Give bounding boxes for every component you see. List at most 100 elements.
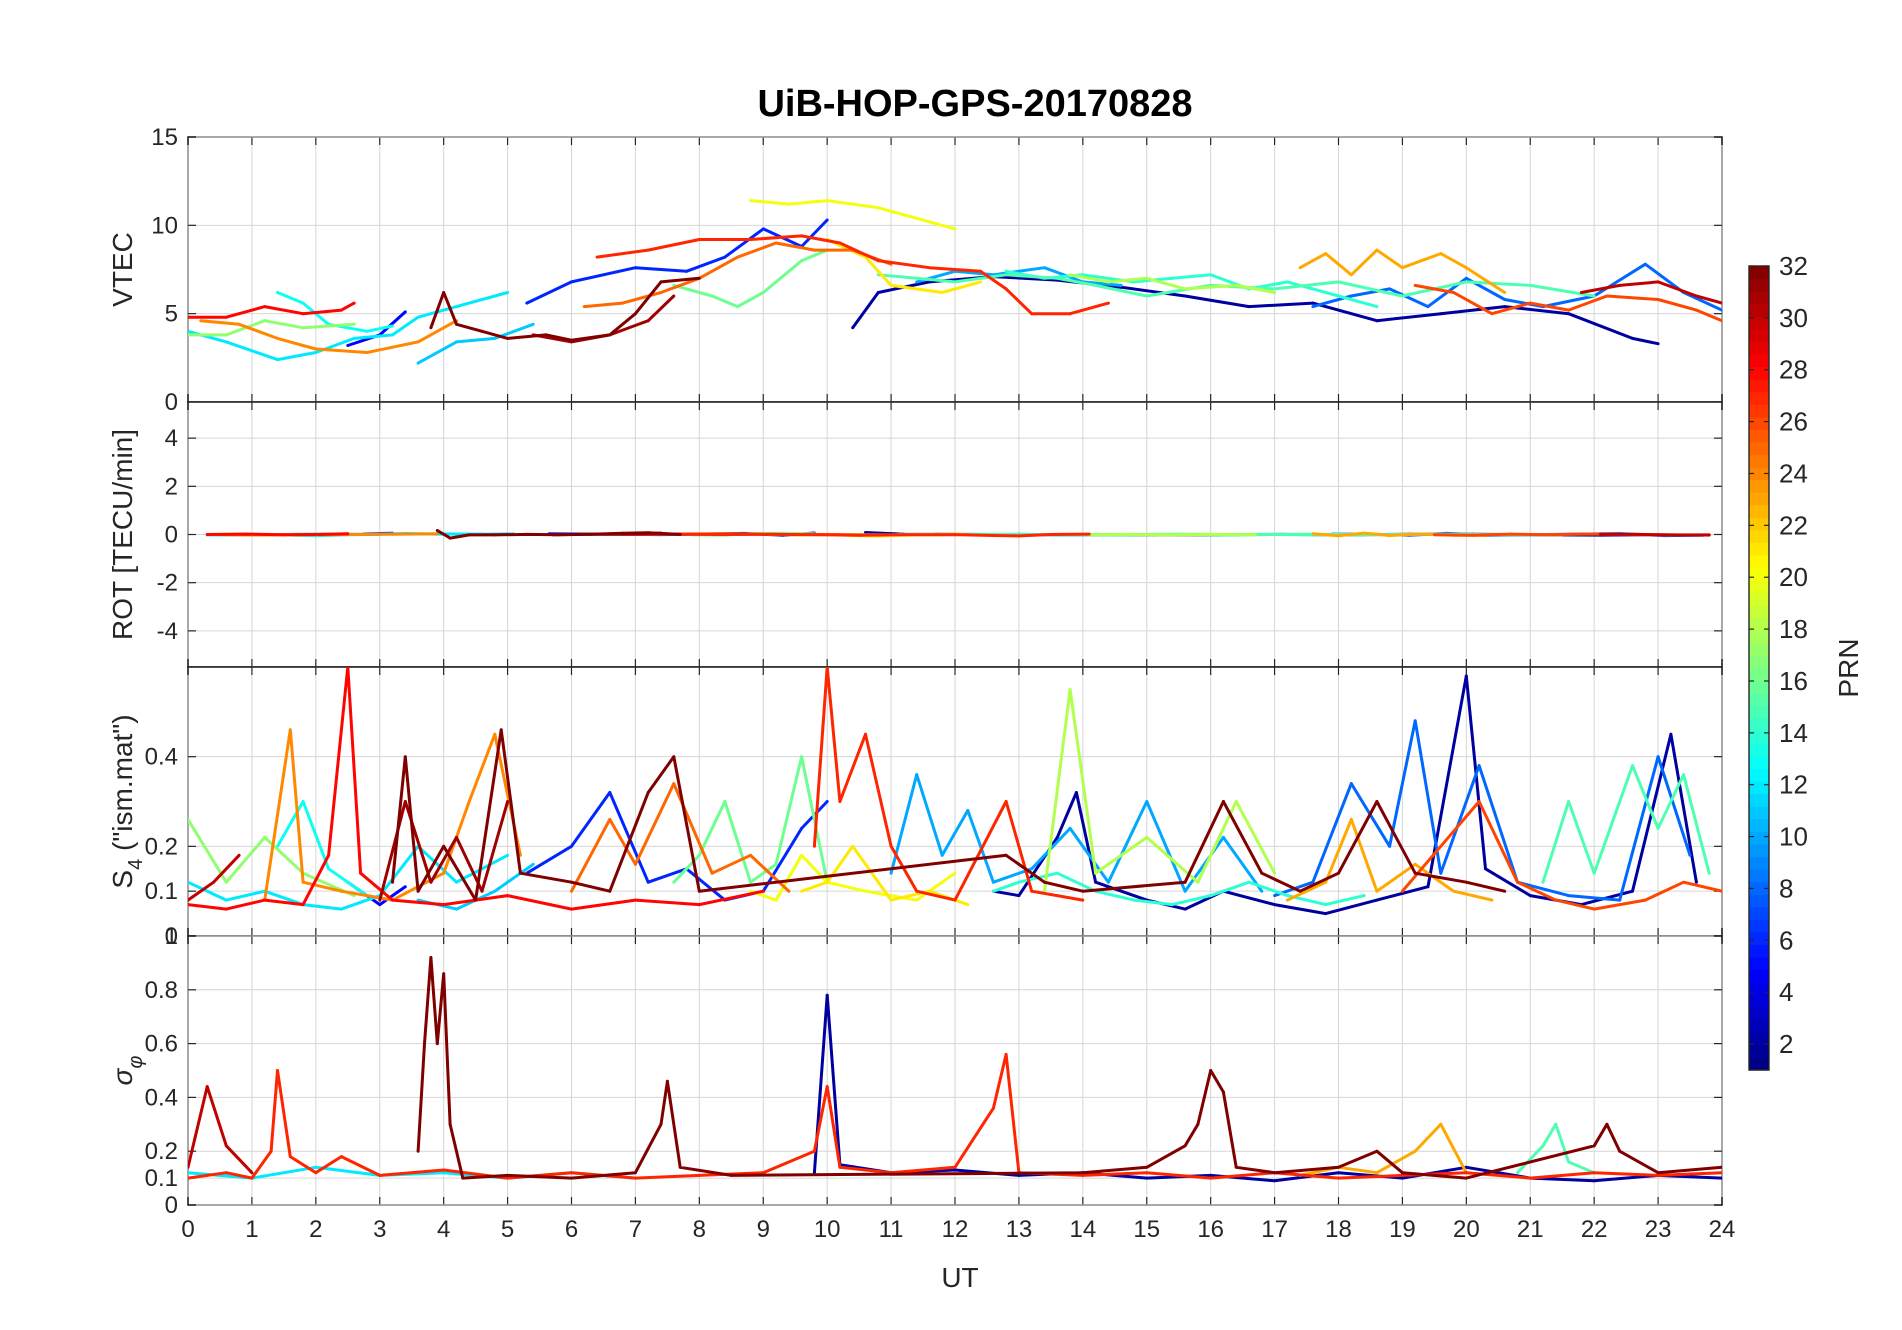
data-point: [1068, 826, 1072, 830]
colorbar-segment: [1749, 680, 1769, 694]
data-point: [1305, 532, 1308, 536]
data-point: [474, 898, 478, 902]
data-point: [1337, 1176, 1340, 1180]
trace-prn-32-s4: [391, 728, 1506, 902]
x-tick-label: 11: [879, 1216, 904, 1243]
data-point: [1420, 532, 1424, 536]
data-point: [1247, 880, 1251, 884]
x-tick-label: 1: [245, 1216, 258, 1243]
y-tick-label: 0: [165, 1192, 178, 1219]
data-point: [1311, 305, 1315, 309]
colorbar-segment: [1749, 316, 1769, 330]
data-point: [205, 533, 209, 536]
data-point: [1004, 273, 1008, 277]
data-point: [633, 1171, 637, 1175]
data-point: [1503, 305, 1507, 309]
data-point: [1567, 800, 1571, 803]
data-point: [1464, 1176, 1468, 1180]
data-point: [1234, 1165, 1238, 1169]
colorbar-tick-label: 10: [1779, 822, 1808, 852]
data-point: [1209, 273, 1213, 277]
data-point: [525, 532, 529, 536]
x-tick-label: 15: [1133, 1216, 1160, 1243]
trace-prn-30-rot: [1600, 532, 1710, 537]
data-point: [1164, 533, 1168, 537]
data-point: [800, 826, 804, 830]
data-point: [288, 1155, 292, 1159]
data-point: [1337, 280, 1340, 284]
data-point: [448, 1122, 452, 1126]
data-point: [378, 898, 382, 902]
data-point: [1087, 532, 1091, 536]
data-point: [1183, 889, 1187, 893]
data-point: [570, 1171, 573, 1175]
data-point: [1618, 898, 1622, 902]
data-point: [979, 280, 983, 284]
panel-rot: -4 -2 0 2 4 ROT [TECU/min]: [107, 401, 1723, 668]
colorbar-segment: [1749, 793, 1769, 807]
data-point: [1592, 1144, 1596, 1148]
data-point: [263, 319, 267, 323]
colorbar-segment: [1749, 856, 1769, 870]
data-point: [455, 322, 458, 326]
data-point: [1669, 732, 1673, 736]
data-point: [276, 1069, 279, 1072]
data-point: [838, 800, 842, 803]
data-point: [301, 326, 305, 330]
data-point: [1183, 907, 1187, 911]
data-point: [1145, 276, 1149, 280]
data-point: [276, 336, 279, 340]
data-point: [263, 305, 267, 309]
data-point: [1260, 889, 1264, 893]
data-point: [1209, 1173, 1213, 1177]
x-tick-label: 2: [309, 1216, 322, 1243]
data-point: [1043, 266, 1046, 270]
x-axis: 0 1 2 3 4 5 6 7 8 9 10 11 12 13 14 15 16 17 18 19 20 21 22 23 24: [181, 1216, 1735, 1243]
data-point: [1068, 687, 1072, 691]
data-point: [506, 894, 510, 898]
data-point: [1324, 912, 1328, 916]
data-point: [915, 773, 919, 777]
data-point: [442, 972, 446, 976]
data-point: [1004, 800, 1008, 803]
data-point: [1720, 319, 1722, 323]
data-point: [314, 347, 318, 351]
data-point: [1477, 800, 1481, 803]
ylabel-subscript: φ: [125, 1056, 147, 1069]
data-point: [710, 294, 714, 298]
data-point: [1637, 532, 1641, 536]
data-point: [1055, 871, 1059, 875]
trace-prn-30-sigphi: [188, 1085, 253, 1174]
data-point: [1349, 273, 1353, 277]
colorbar-segment: [1749, 994, 1769, 1008]
data-point: [301, 312, 305, 316]
colorbar-segment: [1749, 567, 1769, 581]
data-point: [1413, 1149, 1417, 1153]
data-point: [570, 338, 573, 342]
data-point: [1675, 533, 1679, 537]
data-point: [1516, 1171, 1519, 1175]
data-point: [429, 326, 433, 330]
data-point: [346, 667, 350, 669]
data-point: [774, 241, 778, 245]
data-point: [787, 202, 791, 206]
data-point: [448, 536, 452, 540]
data-point: [749, 880, 752, 884]
data-point: [1605, 1122, 1609, 1126]
data-point: [991, 880, 995, 884]
data-point: [403, 310, 407, 314]
data-point: [621, 301, 625, 305]
data-point: [327, 853, 331, 857]
colorbar-segment: [1749, 894, 1769, 908]
data-point: [1586, 532, 1590, 536]
data-point: [1618, 1149, 1622, 1153]
data-point: [646, 791, 650, 794]
data-point: [570, 844, 573, 848]
data-point: [1375, 319, 1379, 323]
data-point: [953, 533, 957, 537]
data-point: [608, 333, 612, 337]
ylabel-subscript: 4: [125, 859, 147, 870]
colorbar-segment: [1749, 517, 1769, 531]
data-point: [678, 532, 682, 536]
data-point: [1145, 1171, 1149, 1175]
